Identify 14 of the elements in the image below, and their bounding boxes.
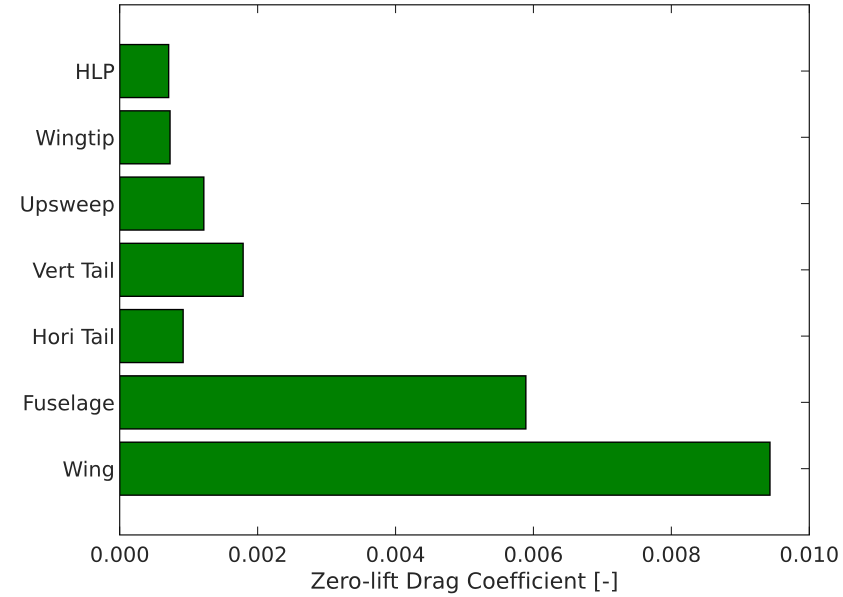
x-axis-title: Zero-lift Drag Coefficient [-] — [311, 572, 617, 594]
y-tick-label: Wingtip — [36, 129, 114, 150]
y-tick-label: Fuselage — [24, 394, 114, 415]
y-tick-label: Hori Tail — [34, 328, 113, 344]
x-tick-label: 0.006 — [505, 546, 562, 562]
x-tick-label: 0.008 — [642, 546, 700, 562]
x-tick-label: 0.004 — [367, 546, 424, 562]
x-tick-label: 0.010 — [780, 546, 838, 562]
y-tick-label: HLP — [77, 64, 114, 79]
y-tick-label: Wing — [63, 460, 113, 481]
y-tick-label: Vert Tail — [32, 262, 113, 278]
x-tick-label: 0.000 — [91, 546, 148, 562]
y-tick-label: Upsweep — [21, 196, 114, 216]
x-tick-label: 0.002 — [229, 546, 286, 562]
